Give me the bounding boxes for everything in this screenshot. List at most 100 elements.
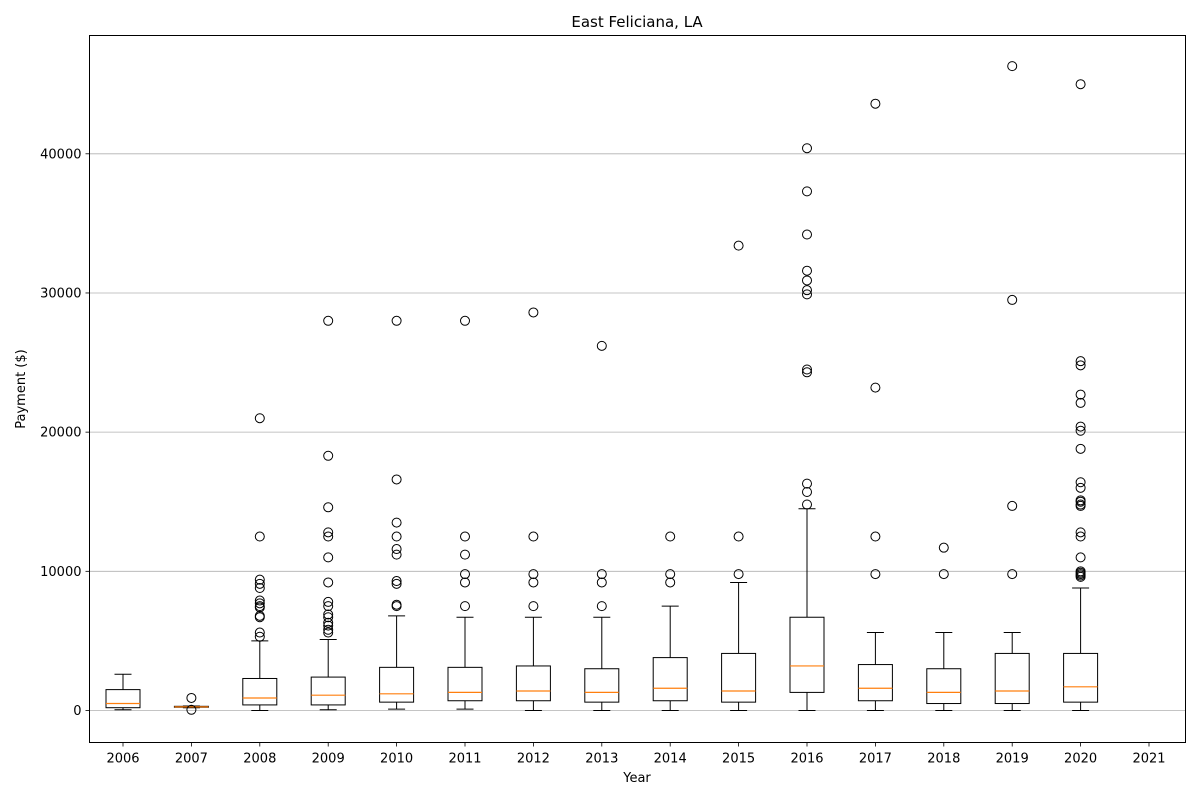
- outlier-point: [665, 569, 676, 580]
- box-2019: [994, 61, 1030, 711]
- outlier-point: [665, 577, 676, 588]
- box-2007: [173, 692, 209, 715]
- outlier-point: [323, 612, 334, 623]
- outlier-point: [254, 595, 265, 606]
- outlier-point: [870, 531, 881, 542]
- outlier-point: [460, 549, 470, 560]
- x-axis-label: Year: [622, 771, 651, 786]
- outlier-point: [186, 692, 197, 703]
- x-tick-label: 2011: [448, 752, 481, 767]
- outlier-point: [254, 531, 265, 542]
- x-tick-label: 2010: [380, 752, 413, 767]
- outlier-point: [596, 569, 607, 580]
- box-body: [1063, 652, 1099, 703]
- outlier-point: [1075, 482, 1086, 493]
- box-body: [310, 676, 346, 706]
- outlier-point: [870, 569, 881, 580]
- outlier-point: [323, 552, 334, 563]
- x-tick-label: 2006: [106, 752, 139, 767]
- box-body: [857, 664, 893, 702]
- outlier-point: [938, 542, 949, 553]
- outlier-point: [186, 704, 197, 715]
- gridlines: [89, 153, 1186, 711]
- outlier-point: [1075, 477, 1086, 488]
- outlier-point: [665, 531, 676, 542]
- box-2010: [379, 315, 415, 710]
- x-tick-label: 2020: [1064, 752, 1097, 767]
- outlier-point: [323, 601, 334, 612]
- box-body: [242, 677, 278, 706]
- outlier-point: [391, 517, 402, 528]
- outlier-point: [460, 569, 470, 580]
- outlier-point: [254, 574, 265, 585]
- outlier-point: [1075, 421, 1086, 432]
- box-2009: [310, 315, 346, 711]
- outlier-point: [391, 549, 402, 560]
- outlier-point: [254, 578, 265, 589]
- outlier-point: [802, 229, 812, 240]
- outlier-point: [802, 285, 812, 296]
- outlier-point: [1075, 389, 1086, 400]
- outlier-point: [323, 502, 334, 513]
- outlier-point: [802, 265, 812, 276]
- box-body: [721, 652, 757, 703]
- outlier-point: [802, 143, 812, 154]
- y-axis-label: Payment ($): [14, 349, 29, 428]
- outlier-point: [733, 569, 744, 580]
- y-tick-label: 20000: [40, 426, 81, 441]
- box-body: [379, 666, 415, 703]
- x-tick-label: 2014: [654, 752, 687, 767]
- box-2011: [447, 315, 483, 710]
- outlier-point: [802, 486, 812, 497]
- x-tick-label: 2018: [927, 752, 960, 767]
- outlier-point: [1075, 79, 1086, 90]
- x-tick-label: 2007: [175, 752, 208, 767]
- outlier-point: [460, 601, 470, 612]
- outlier-point: [802, 364, 812, 375]
- outlier-point: [596, 340, 607, 351]
- y-tick-label: 0: [73, 704, 81, 719]
- x-tick-label: 2016: [790, 752, 823, 767]
- x-tick-label: 2013: [585, 752, 618, 767]
- box-body: [994, 652, 1030, 705]
- outlier-point: [254, 631, 265, 642]
- box-body: [652, 657, 688, 702]
- y-tick-label: 10000: [40, 565, 81, 580]
- outlier-point: [323, 609, 334, 620]
- outlier-point: [1075, 531, 1086, 542]
- outlier-point: [254, 598, 265, 609]
- box-2015: [721, 240, 757, 711]
- x-tick-label: 2008: [243, 752, 276, 767]
- outlier-point: [460, 577, 470, 588]
- box-body: [105, 689, 141, 709]
- outlier-point: [1007, 294, 1018, 305]
- outlier-point: [1007, 569, 1018, 580]
- outlier-point: [254, 413, 265, 424]
- x-tick-label: 2019: [996, 752, 1029, 767]
- outlier-point: [802, 367, 812, 378]
- x-tick-label: 2017: [859, 752, 892, 767]
- outlier-point: [323, 596, 334, 607]
- outlier-point: [802, 275, 812, 286]
- outlier-point: [870, 382, 881, 393]
- x-axis-ticks: 2006 2007 2008 2009 2010 2011 2012 2013 2014 2015…: [106, 742, 1166, 767]
- box-body: [584, 668, 620, 703]
- box-2012: [515, 307, 551, 711]
- x-tick-label: 2015: [722, 752, 755, 767]
- outlier-point: [1075, 443, 1086, 454]
- outlier-point: [323, 531, 334, 542]
- box-2020: [1063, 79, 1099, 711]
- outlier-point: [391, 474, 402, 485]
- x-tick-label: 2009: [312, 752, 345, 767]
- box-2008: [242, 413, 278, 711]
- box-body: [515, 665, 551, 702]
- box-2016: [789, 143, 825, 711]
- outlier-point: [733, 531, 744, 542]
- outlier-point: [391, 578, 402, 589]
- y-tick-label: 30000: [40, 286, 81, 301]
- outlier-point: [528, 307, 539, 318]
- chart-title: East Feliciana, LA: [571, 13, 703, 31]
- outlier-point: [1075, 527, 1086, 538]
- outlier-point: [733, 240, 744, 251]
